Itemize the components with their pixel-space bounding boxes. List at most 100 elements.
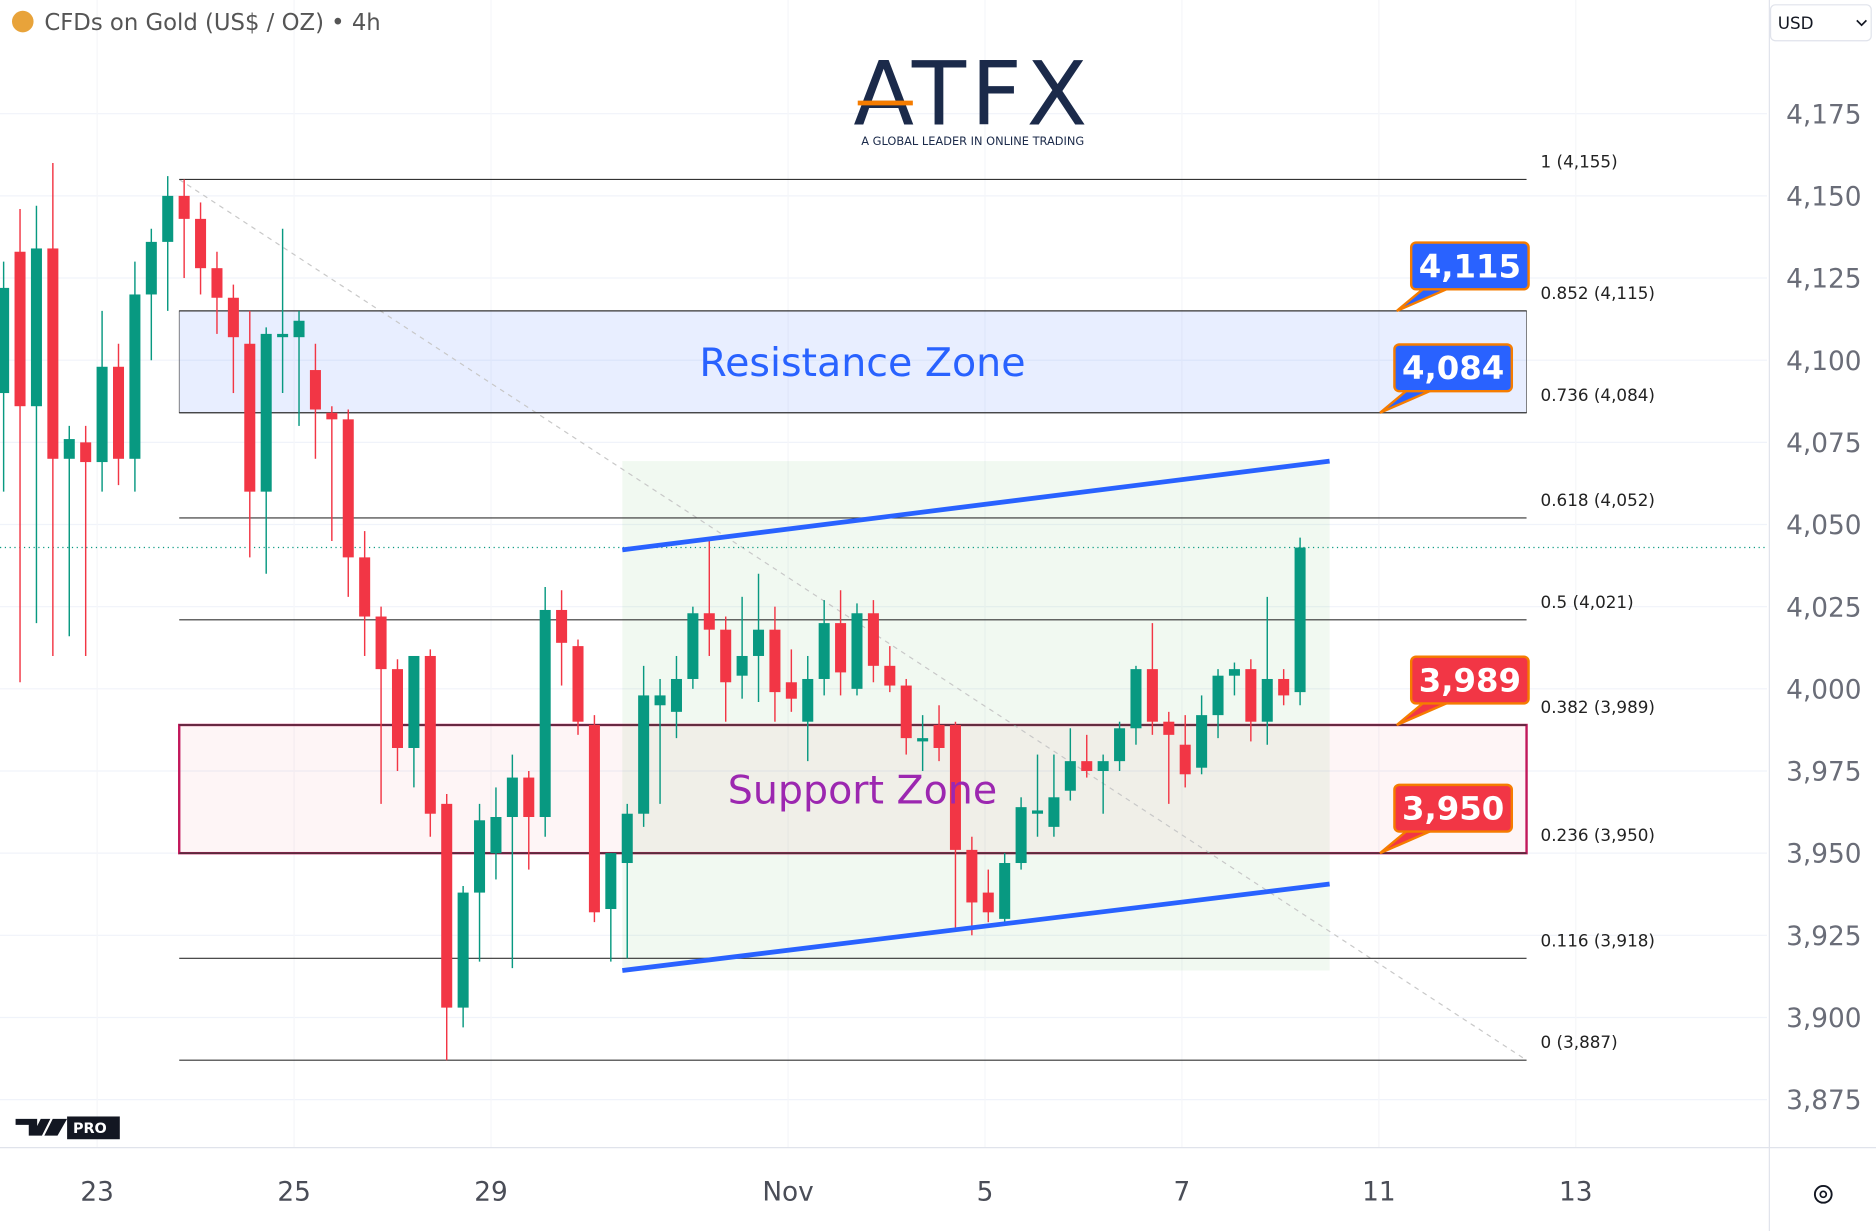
- y-tick-label: 3,875: [1786, 1086, 1861, 1116]
- candle-body: [260, 333, 272, 492]
- fib-label: 0.852 (4,115): [1541, 283, 1655, 303]
- dropdown-chevron[interactable]: [1856, 19, 1867, 27]
- candle-body: [867, 613, 879, 666]
- x-tick-label: 29: [474, 1177, 508, 1207]
- candle-body: [736, 655, 748, 676]
- settings-icon[interactable]: [1813, 1184, 1833, 1204]
- candle-body: [769, 629, 781, 693]
- candle-body: [129, 294, 141, 459]
- candle-body: [933, 724, 945, 748]
- y-tick-label: 4,175: [1786, 100, 1861, 130]
- fib-label: 0.736 (4,084): [1541, 385, 1655, 405]
- candle-body: [178, 195, 190, 219]
- candle-body: [277, 333, 289, 338]
- pro-badge-text: PRO: [73, 1121, 107, 1137]
- candle-body: [588, 724, 600, 913]
- candle-body: [424, 655, 436, 814]
- candle-body: [227, 297, 239, 338]
- fib-label: 1 (4,155): [1541, 151, 1618, 171]
- candle-body: [506, 777, 518, 818]
- fib-label: 0.382 (3,989): [1541, 697, 1655, 717]
- y-tick-label: 4,075: [1786, 429, 1861, 459]
- candle-body: [1212, 675, 1224, 716]
- y-tick-label: 4,125: [1786, 265, 1861, 295]
- currency-dropdown[interactable]: [1769, 4, 1872, 42]
- channel-upper: [622, 458, 1330, 553]
- candle-body: [1179, 744, 1191, 775]
- candle-body: [211, 268, 223, 298]
- candle-body: [474, 820, 486, 893]
- candle-body: [441, 803, 453, 1008]
- candle-body: [966, 849, 978, 903]
- candle-body: [818, 623, 830, 679]
- candle-body: [14, 251, 26, 407]
- y-tick-label: 4,150: [1786, 182, 1861, 212]
- x-tick-label: 7: [1174, 1177, 1191, 1207]
- x-tick-label: 23: [80, 1177, 114, 1207]
- y-tick-label: 4,050: [1786, 511, 1861, 541]
- candle-body: [326, 412, 338, 420]
- candle-body: [1294, 547, 1306, 693]
- candle-body: [1146, 669, 1158, 722]
- candle-body: [293, 320, 305, 338]
- fib-label: 0.618 (4,052): [1541, 490, 1655, 510]
- callout-label: 3,950: [1402, 790, 1504, 828]
- candle-body: [309, 370, 321, 410]
- candle-body: [490, 817, 502, 854]
- fib-label: 0.5 (4,021): [1541, 592, 1634, 612]
- callout-box: [1409, 655, 1530, 705]
- zone: [178, 310, 1527, 414]
- candle-body: [851, 613, 863, 689]
- tv-logo: [15, 1118, 68, 1136]
- candle-body: [1278, 678, 1290, 696]
- candle-body: [572, 646, 584, 722]
- candle-body: [162, 195, 174, 242]
- candle-body: [720, 629, 732, 683]
- settings-icon-center[interactable]: [1819, 1190, 1828, 1199]
- y-tick-label: 4,100: [1786, 347, 1861, 377]
- candle-body: [753, 629, 765, 656]
- candle-body: [80, 442, 92, 463]
- candle-body: [687, 613, 699, 679]
- candle-body: [999, 863, 1011, 919]
- candle-body: [917, 738, 929, 742]
- candle-body: [112, 366, 125, 459]
- x-tick-label: 5: [977, 1177, 994, 1207]
- plot-layer: [0, 163, 1306, 1061]
- candle-body: [457, 892, 469, 1008]
- fib-label: 0.236 (3,950): [1541, 825, 1655, 845]
- candle-body: [1196, 715, 1208, 768]
- y-tick-label: 4,025: [1786, 593, 1861, 623]
- candle-body: [359, 557, 371, 617]
- x-tick-label: 11: [1362, 1177, 1396, 1207]
- candle-body: [1015, 807, 1027, 864]
- zone-label: Support Zone: [728, 767, 997, 813]
- currency-label[interactable]: USD: [1778, 13, 1814, 33]
- candle-body: [1031, 810, 1044, 814]
- candle-body: [145, 241, 157, 295]
- candle-body: [1130, 669, 1142, 729]
- fib-label: 0 (3,887): [1541, 1032, 1618, 1052]
- candle-body: [539, 609, 551, 818]
- zone-label: Resistance Zone: [699, 340, 1025, 386]
- brand-logo: ATFX: [853, 43, 1092, 146]
- candle-body: [982, 892, 994, 913]
- x-tick-label: 13: [1559, 1177, 1593, 1207]
- candle-body: [1064, 761, 1076, 791]
- background-layer: [0, 113, 1767, 1101]
- y-tick-label: 4,000: [1786, 675, 1861, 705]
- x-tick-label: Nov: [762, 1177, 813, 1207]
- y-tick-label: 3,925: [1786, 922, 1861, 952]
- symbol-title: CFDs on Gold (US$ / OZ) • 4h: [44, 10, 380, 36]
- candle-body: [0, 287, 10, 394]
- candle-body: [670, 678, 682, 712]
- overlay-layer: 3,875 3,900 3,925 3,950 3,975 4,000 4,025 4,050…: [80, 100, 1861, 1207]
- brand-tagline: A GLOBAL LEADER IN ONLINE TRADING: [861, 134, 1084, 148]
- candle-body: [523, 777, 535, 818]
- candle-body: [605, 853, 617, 910]
- candle-body: [1081, 761, 1093, 771]
- candle-body: [195, 218, 207, 269]
- x-tick-label: 25: [277, 1177, 311, 1207]
- zone: [178, 723, 1528, 855]
- candle-body: [835, 623, 847, 673]
